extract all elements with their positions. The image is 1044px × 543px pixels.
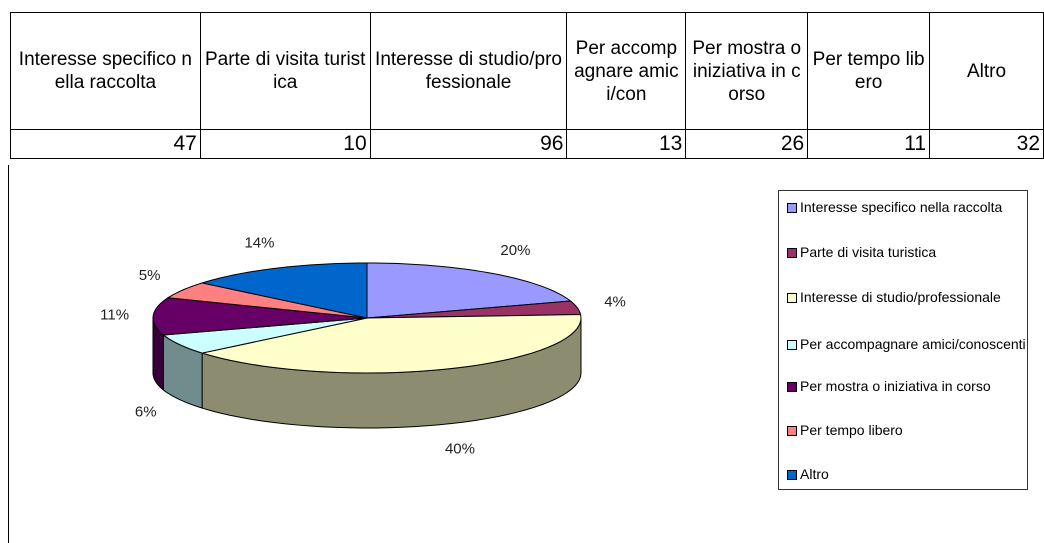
legend-swatch (787, 470, 797, 480)
value-cell: 96 (369, 129, 568, 159)
legend-swatch (787, 426, 797, 436)
legend-label: Per tempo libero (800, 422, 903, 438)
header-cell: Parte di visita turistica (199, 12, 371, 130)
pie-labels: 20% 4% 40% 6% 11% 5% 14% (100, 234, 626, 457)
data-label: 6% (135, 404, 157, 421)
data-label: 11% (100, 306, 129, 323)
data-label: 14% (244, 234, 274, 251)
legend-label: Interesse specifico nella raccolta (800, 199, 1003, 215)
pie-slice (201, 262, 368, 319)
value-cell: 32 (929, 129, 1044, 159)
header-cell: Altro (929, 12, 1044, 130)
data-table: Interesse specifico nella raccolta Parte … (10, 12, 1044, 159)
header-cell: Per tempo libero (807, 12, 931, 130)
legend-label: Altro (800, 466, 829, 482)
value-cell: 13 (566, 129, 687, 159)
header-cell: Interesse specifico nella raccolta (10, 12, 201, 130)
legend-entry: Parte di visita turistica (787, 244, 1027, 260)
value-cell: 11 (807, 129, 931, 159)
legend-entry: Interesse di studio/professionale (787, 289, 1027, 305)
legend-entry: Per mostra o iniziativa in corso (787, 378, 1027, 394)
value-cell: 10 (199, 129, 371, 159)
legend-entry: Altro (787, 466, 1027, 482)
value-cell: 26 (685, 129, 809, 159)
legend-swatch (787, 248, 797, 258)
pie-slice (201, 314, 582, 374)
legend-swatch (787, 382, 797, 392)
legend-label: Interesse di studio/professionale (800, 289, 1001, 305)
legend-entry: Per accompagnare amici/conoscenti (787, 336, 1027, 352)
legend-entry: Per tempo libero (787, 422, 1027, 438)
data-label: 40% (445, 441, 475, 458)
pie-slice (166, 282, 368, 319)
legend-label: Parte di visita turistica (800, 244, 937, 260)
legend: Interesse specifico nella raccolta Parte … (778, 190, 1028, 490)
value-cell: 47 (10, 129, 201, 159)
header-cell: Per accompagnare amici/con (566, 12, 687, 130)
legend-swatch (787, 293, 797, 303)
pie-tops (152, 262, 582, 374)
pie-slice (366, 262, 572, 319)
data-label: 5% (139, 267, 161, 284)
legend-swatch (787, 340, 797, 350)
data-label: 4% (604, 294, 626, 311)
value-row: 47 10 96 13 26 11 32 (10, 129, 1044, 159)
header-cell: Per mostra o iniziativa in corso (685, 12, 809, 130)
legend-swatch (787, 203, 797, 213)
header-cell: Interesse di studio/professionale (369, 12, 568, 130)
legend-label: Per mostra o iniziativa in corso (800, 378, 991, 394)
pie-slice (152, 297, 368, 336)
legend-entry: Interesse specifico nella raccolta (787, 199, 1027, 215)
pie-slice (366, 300, 582, 319)
page-border (8, 165, 9, 543)
header-row: Interesse specifico nella raccolta Parte … (10, 12, 1044, 130)
pie-slice (162, 317, 368, 354)
data-label: 20% (500, 242, 530, 259)
legend-label: Per accompagnare amici/conoscenti (800, 336, 1026, 352)
